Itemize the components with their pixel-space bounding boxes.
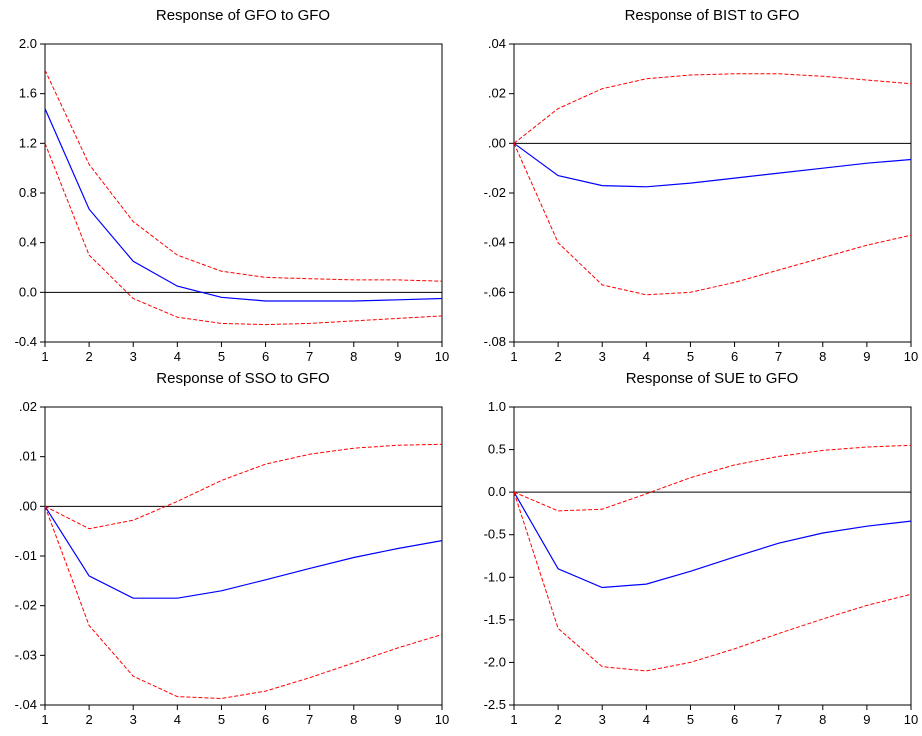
y-tick-label: -0.5 <box>484 527 506 542</box>
panel-title: Response of SUE to GFO <box>626 370 799 387</box>
y-tick-label: .02 <box>19 399 37 414</box>
y-tick-label: -.04 <box>484 235 506 250</box>
y-tick-label: 0.4 <box>19 235 37 250</box>
x-tick-label: 10 <box>435 349 449 364</box>
x-tick-label: 5 <box>218 349 225 364</box>
confidence-lower-band-line <box>44 506 443 700</box>
y-tick-label: 0.0 <box>19 284 37 299</box>
panel-gfo-to-gfo: Response of GFO to GFO -0.4 0.0 0.4 0.8 1.2 1… <box>15 7 450 364</box>
y-tick-label: -.08 <box>484 334 506 349</box>
x-tick-label: 7 <box>775 712 782 727</box>
x-tick-label: 4 <box>174 349 181 364</box>
x-tick-label: 9 <box>863 349 870 364</box>
y-tick-label: 0.0 <box>488 484 506 499</box>
x-tick-label: 2 <box>85 712 92 727</box>
y-tick-label: 1.2 <box>19 135 37 150</box>
response-line <box>513 142 912 188</box>
x-tick-label: 4 <box>643 712 650 727</box>
x-tick-label: 8 <box>350 712 357 727</box>
y-tick-label: -0.4 <box>15 334 37 349</box>
y-tick-label: -2.5 <box>484 697 506 712</box>
panel-title: Response of GFO to GFO <box>156 7 330 24</box>
panel-sue-to-gfo: Response of SUE to GFO -2.5 -2.0 -1.5 -1.0 -… <box>484 370 919 727</box>
x-tick-label: 1 <box>510 349 517 364</box>
plot-frame <box>44 406 443 706</box>
x-tick-label: 8 <box>819 349 826 364</box>
x-tick-label: 1 <box>41 712 48 727</box>
plot-frame <box>513 43 912 343</box>
confidence-lower-band-line <box>44 143 443 326</box>
panel-bist-to-gfo: Response of BIST to GFO -.08 -.06 -.04 -.02… <box>484 7 919 364</box>
y-tick-label: -.04 <box>15 697 37 712</box>
x-tick-label: 9 <box>863 712 870 727</box>
confidence-upper-band-line <box>513 73 912 144</box>
y-tick-label: .00 <box>19 498 37 513</box>
x-tick-label: 10 <box>904 349 918 364</box>
x-tick-label: 7 <box>775 349 782 364</box>
x-tick-label: 1 <box>41 349 48 364</box>
confidence-upper-band-line <box>44 443 443 530</box>
x-tick-label: 3 <box>130 712 137 727</box>
y-tick-label: 1.0 <box>488 399 506 414</box>
x-tick-label: 6 <box>262 349 269 364</box>
plot-frame <box>513 406 912 706</box>
y-tick-label: -.02 <box>15 598 37 613</box>
panel-title: Response of SSO to GFO <box>156 370 329 387</box>
plot-frame <box>44 43 443 343</box>
x-tick-label: 2 <box>554 712 561 727</box>
response-line <box>513 491 912 589</box>
x-tick-label: 3 <box>130 349 137 364</box>
x-tick-label: 10 <box>904 712 918 727</box>
x-tick-label: 2 <box>554 349 561 364</box>
y-tick-label: .00 <box>488 135 506 150</box>
x-tick-label: 5 <box>687 712 694 727</box>
y-tick-label: -.02 <box>484 185 506 200</box>
x-tick-label: 6 <box>731 712 738 727</box>
y-tick-label: -1.5 <box>484 612 506 627</box>
y-tick-label: 1.6 <box>19 86 37 101</box>
x-tick-label: 2 <box>85 349 92 364</box>
panel-title: Response of BIST to GFO <box>625 7 800 24</box>
y-tick-label: .01 <box>19 449 37 464</box>
y-tick-label: 0.8 <box>19 185 37 200</box>
x-tick-label: 3 <box>599 349 606 364</box>
x-tick-label: 8 <box>350 349 357 364</box>
y-tick-label: -.06 <box>484 284 506 299</box>
response-line <box>44 505 443 599</box>
x-tick-label: 4 <box>174 712 181 727</box>
x-tick-label: 6 <box>262 712 269 727</box>
y-tick-label: -1.0 <box>484 569 506 584</box>
y-tick-label: 2.0 <box>19 36 37 51</box>
y-tick-label: -.01 <box>15 548 37 563</box>
confidence-upper-band-line <box>513 444 912 512</box>
y-tick-label: 0.5 <box>488 442 506 457</box>
y-tick-label: -.03 <box>15 647 37 662</box>
x-tick-label: 7 <box>306 712 313 727</box>
x-tick-label: 9 <box>394 712 401 727</box>
y-tick-label: .02 <box>488 86 506 101</box>
y-tick-label: .04 <box>488 36 506 51</box>
confidence-lower-band-line <box>513 491 912 672</box>
confidence-lower-band-line <box>513 143 912 296</box>
x-tick-label: 1 <box>510 712 517 727</box>
x-tick-label: 7 <box>306 349 313 364</box>
panel-sso-to-gfo: Response of SSO to GFO -.04 -.03 -.02 -.01.… <box>15 370 450 727</box>
confidence-upper-band-line <box>44 69 443 282</box>
x-tick-label: 6 <box>731 349 738 364</box>
x-tick-label: 10 <box>435 712 449 727</box>
x-tick-label: 5 <box>687 349 694 364</box>
response-line <box>44 108 443 302</box>
x-tick-label: 4 <box>643 349 650 364</box>
y-tick-label: -2.0 <box>484 654 506 669</box>
x-tick-label: 8 <box>819 712 826 727</box>
x-tick-label: 5 <box>218 712 225 727</box>
x-tick-label: 9 <box>394 349 401 364</box>
x-tick-label: 3 <box>599 712 606 727</box>
